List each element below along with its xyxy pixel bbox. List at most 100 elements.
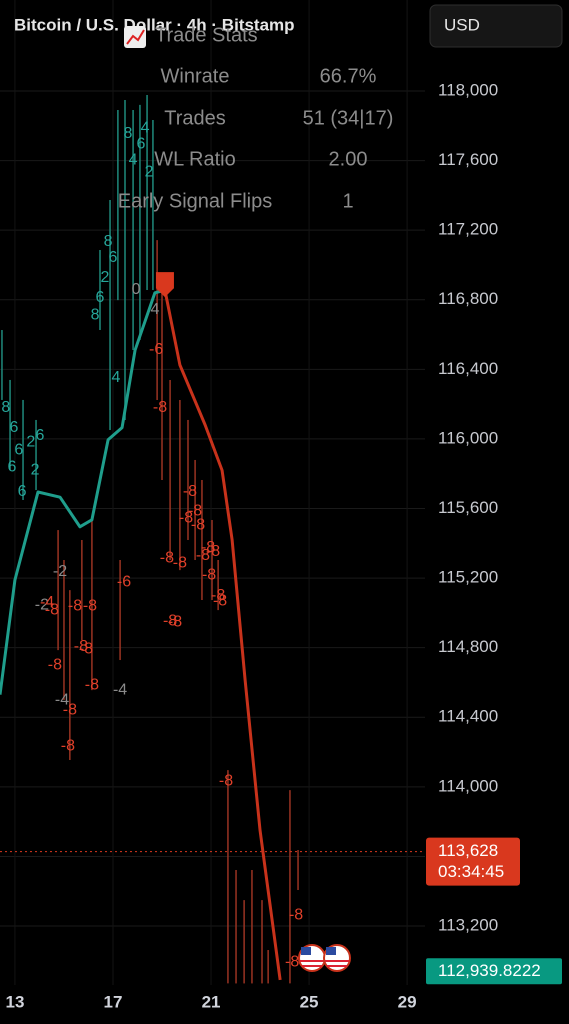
signal-label: -4 xyxy=(40,594,54,611)
signal-label: -8 xyxy=(213,592,227,609)
signal-label: -4 xyxy=(113,681,127,698)
signal-label: 6 xyxy=(14,441,23,458)
signal-label: -2 xyxy=(53,563,67,580)
signal-label: -8 xyxy=(61,737,75,754)
x-tick-label: 21 xyxy=(202,992,221,1011)
signal-label: -8 xyxy=(68,597,82,614)
event-icons xyxy=(298,944,351,972)
y-tick-label: 113,200 xyxy=(438,916,498,935)
signal-label: 4 xyxy=(150,301,159,318)
signal-marker xyxy=(155,272,174,298)
signal-label: -8 xyxy=(183,483,197,500)
signal-label: -8 xyxy=(206,543,220,560)
ma-line xyxy=(163,289,282,981)
signal-label: 6 xyxy=(10,419,19,436)
stats-value: 1 xyxy=(342,190,353,212)
signal-label: -8 xyxy=(45,601,59,618)
signal-label: -8 xyxy=(188,502,202,519)
signal-label: 8 xyxy=(91,306,100,323)
signal-label: -4 xyxy=(55,691,69,708)
signal-label: -8 xyxy=(63,701,77,718)
signal-label: 6 xyxy=(18,483,27,500)
stats-value: 2.00 xyxy=(329,148,368,170)
signal-label: -8 xyxy=(196,547,210,564)
x-axis: 13 17 21 25 29 xyxy=(5,992,416,1011)
flag-canton xyxy=(301,947,311,955)
signal-label: -2 xyxy=(35,596,49,613)
price-tags: 113,628 03:34:45 112,939.8222 xyxy=(426,837,562,985)
signal-label: 2 xyxy=(145,163,154,180)
signal-label: 8 xyxy=(123,125,132,142)
signal-label: -6 xyxy=(117,573,131,590)
signal-label: -8 xyxy=(173,554,187,571)
x-tick-label: 25 xyxy=(300,992,319,1011)
signal-label: 2 xyxy=(31,461,40,478)
signal-label: -8 xyxy=(48,656,62,673)
icon-line xyxy=(126,29,145,45)
flag-canton xyxy=(326,947,336,955)
y-tick-label: 117,600 xyxy=(438,150,498,169)
stats-title: Trade Stats xyxy=(155,24,258,46)
signal-label: 4 xyxy=(141,119,150,136)
signal-label: -8 xyxy=(163,612,177,629)
y-tick-label: 115,600 xyxy=(438,498,498,517)
x-tick-label: 13 xyxy=(5,992,24,1011)
countdown-label: 03:34:45 xyxy=(438,862,504,881)
signal-label: 6 xyxy=(35,427,44,444)
signal-label: 6 xyxy=(136,135,145,152)
signal-label: 6 xyxy=(96,289,105,306)
grid xyxy=(0,0,425,985)
stats-label: Winrate xyxy=(161,65,230,87)
y-tick-label: 118,000 xyxy=(438,80,498,99)
signal-label: -8 xyxy=(85,676,99,693)
signal-label: -8 xyxy=(191,516,205,533)
signal-label: -8 xyxy=(285,953,299,970)
signal-label: -8 xyxy=(83,597,97,614)
y-tick-label: 116,800 xyxy=(438,289,498,308)
signal-label: -8 xyxy=(211,587,225,604)
currency-button[interactable] xyxy=(429,4,563,48)
signal-label: -8 xyxy=(153,399,167,416)
y-tick-label: 117,200 xyxy=(438,220,498,239)
x-tick-label: 17 xyxy=(104,992,123,1011)
stats-label: Trades xyxy=(164,107,226,129)
signal-label: 2 xyxy=(100,269,109,286)
ma-line xyxy=(0,288,166,695)
y-tick-label: 116,000 xyxy=(438,428,498,447)
symbol-title: Bitcoin / U.S. Dollar · 4h · Bitstamp xyxy=(14,15,295,34)
signal-label: -8 xyxy=(168,613,182,630)
y-tick-label: 114,000 xyxy=(438,776,498,795)
y-tick-label: 115,200 xyxy=(438,568,498,587)
signal-label: 8 xyxy=(1,399,10,416)
signal-label: -8 xyxy=(74,638,88,655)
stats-label: WL Ratio xyxy=(154,148,236,170)
signal-label: 6 xyxy=(8,458,17,475)
signal-label: -8 xyxy=(289,906,303,923)
y-tick-label: 114,400 xyxy=(438,707,498,726)
mark-price-tag xyxy=(426,958,562,985)
signal-label: 6 xyxy=(109,249,118,266)
currency-button-label[interactable]: USD xyxy=(444,15,480,34)
signal-label: -8 xyxy=(79,640,93,657)
signal-label: -8 xyxy=(160,549,174,566)
signal-label: -6 xyxy=(149,341,163,358)
stats-icon xyxy=(124,26,146,48)
y-tick-label: 114,800 xyxy=(438,637,498,656)
last-price-tag xyxy=(426,837,520,886)
trade-stats: Trade Stats Winrate 66.7% Trades 51 (34|… xyxy=(118,24,394,212)
stats-value: 51 (34|17) xyxy=(303,107,394,129)
stats-value: 66.7% xyxy=(320,65,377,87)
stats-label: Early Signal Flips xyxy=(118,190,273,212)
signal-label: 0 xyxy=(132,281,141,298)
signal-label: -8 xyxy=(202,566,216,583)
mark-price-label: 112,939.8222 xyxy=(438,961,541,980)
last-price-label: 113,628 xyxy=(438,841,498,860)
signal-label: 4 xyxy=(129,151,138,168)
signal-label: 8 xyxy=(104,233,113,250)
x-tick-label: 29 xyxy=(398,992,417,1011)
signal-label: 4 xyxy=(111,369,120,386)
y-tick-label: 116,400 xyxy=(438,359,498,378)
y-axis: 113,200 114,000 114,400 114,800 115,200 115,6… xyxy=(438,80,498,934)
signal-label: 2 xyxy=(26,433,35,450)
